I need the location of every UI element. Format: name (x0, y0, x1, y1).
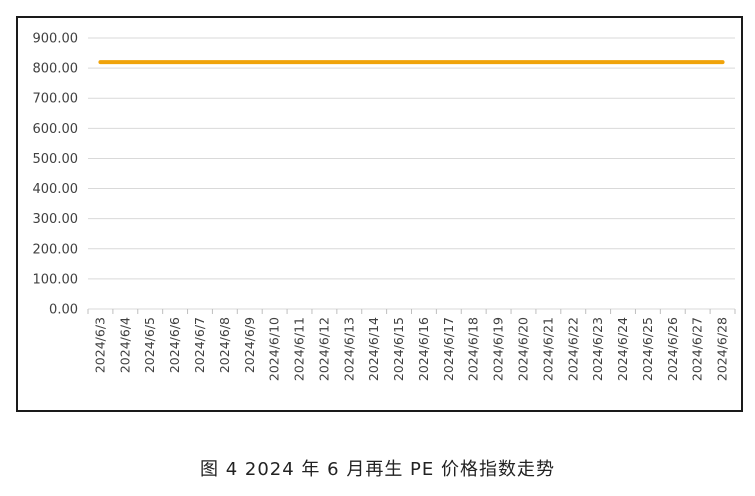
x-tick-label: 2024/6/21 (540, 317, 555, 381)
x-tick-label: 2024/6/8 (217, 317, 232, 373)
x-tick-label: 2024/6/22 (565, 317, 580, 381)
x-tick-label: 2024/6/17 (441, 317, 456, 381)
x-tick-label: 2024/6/13 (341, 317, 356, 381)
y-tick-label: 500.00 (33, 152, 79, 167)
y-tick-label: 200.00 (33, 242, 79, 257)
x-tick-label: 2024/6/15 (391, 317, 406, 381)
figure-caption: 图 4 2024 年 6 月再生 PE 价格指数走势 (200, 459, 555, 480)
y-tick-label: 0.00 (49, 303, 78, 318)
y-tick-label: 100.00 (33, 272, 79, 287)
x-tick-label: 2024/6/16 (416, 317, 431, 381)
x-tick-label: 2024/6/26 (665, 317, 680, 381)
y-tick-label: 700.00 (33, 92, 79, 107)
x-tick-label: 2024/6/18 (466, 317, 481, 381)
x-tick-label: 2024/6/7 (192, 317, 207, 373)
y-tick-label: 400.00 (33, 182, 79, 197)
x-tick-label: 2024/6/9 (242, 317, 257, 373)
x-tick-label: 2024/6/5 (142, 317, 157, 373)
x-tick-label: 2024/6/20 (515, 317, 530, 381)
x-tick-label: 2024/6/11 (292, 317, 307, 381)
x-tick-label: 2024/6/28 (715, 317, 730, 381)
y-tick-label: 600.00 (33, 122, 79, 137)
x-tick-label: 2024/6/23 (590, 317, 605, 381)
chart-frame: 0.00 100.00 200.00 300.00 400.00 500.00 600.00… (16, 16, 743, 412)
line-chart: 0.00 100.00 200.00 300.00 400.00 500.00 600.00… (33, 32, 736, 381)
x-tick-label: 2024/6/25 (640, 317, 655, 381)
x-tick-label: 2024/6/4 (117, 317, 132, 373)
y-tick-label: 800.00 (33, 62, 79, 77)
x-tick-label: 2024/6/19 (491, 317, 506, 381)
y-tick-label: 900.00 (33, 32, 79, 47)
y-tick-label: 300.00 (33, 212, 79, 227)
x-tick-label: 2024/6/3 (92, 317, 107, 373)
x-tick-label: 2024/6/10 (267, 317, 282, 381)
x-tick-label: 2024/6/24 (615, 317, 630, 381)
x-tick-label: 2024/6/12 (316, 317, 331, 381)
x-tick-label: 2024/6/14 (366, 317, 381, 381)
x-tick-label: 2024/6/6 (167, 317, 182, 373)
x-tick-label: 2024/6/27 (690, 317, 705, 381)
